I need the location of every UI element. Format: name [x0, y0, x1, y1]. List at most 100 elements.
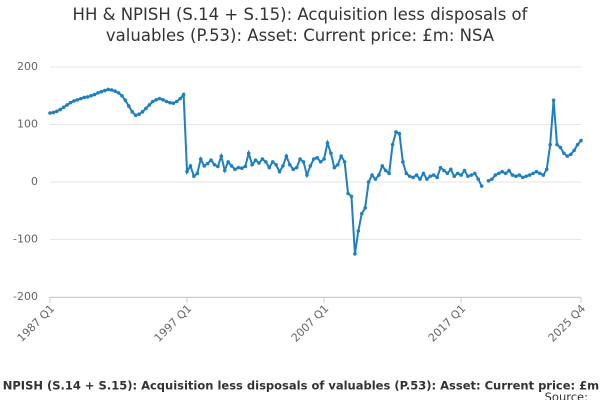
point — [548, 142, 552, 147]
point — [524, 174, 528, 179]
point — [82, 95, 87, 100]
point — [51, 110, 56, 115]
point — [353, 252, 357, 256]
point — [185, 169, 189, 174]
point — [373, 177, 378, 181]
point — [305, 173, 309, 177]
point — [174, 99, 179, 104]
point — [469, 173, 474, 177]
point — [510, 173, 515, 177]
point — [438, 165, 443, 170]
chart-title: HH & NPISH (S.14 + S.15): Acquisition le… — [72, 5, 528, 45]
point — [147, 103, 152, 107]
y-tick-label: 0 — [31, 175, 38, 188]
point — [291, 167, 296, 172]
point — [527, 173, 532, 177]
point — [89, 93, 93, 98]
y-tick-label: -100 — [13, 233, 38, 246]
point — [109, 88, 114, 92]
point — [517, 173, 522, 177]
point — [562, 151, 566, 156]
point — [455, 171, 460, 176]
point — [503, 171, 508, 176]
point — [257, 161, 261, 165]
point — [198, 157, 203, 161]
point — [260, 157, 265, 161]
point — [541, 173, 546, 177]
point — [137, 112, 141, 116]
point — [267, 165, 272, 170]
point — [61, 105, 66, 110]
source: Source: — [545, 390, 588, 400]
point — [401, 160, 405, 164]
point — [555, 142, 559, 147]
point — [329, 151, 333, 156]
point — [575, 142, 580, 147]
point — [325, 141, 330, 145]
point — [520, 175, 525, 180]
point — [359, 211, 364, 216]
point — [209, 158, 213, 162]
point — [75, 97, 80, 102]
point — [240, 166, 244, 170]
point — [243, 164, 248, 169]
point — [514, 174, 518, 179]
point — [356, 229, 361, 233]
point — [431, 173, 436, 177]
point — [103, 88, 107, 93]
point — [250, 162, 254, 167]
point — [96, 91, 100, 95]
point — [253, 158, 258, 162]
point — [188, 164, 193, 168]
point — [490, 177, 494, 181]
point — [298, 157, 302, 161]
point — [192, 174, 196, 179]
point — [58, 107, 63, 112]
point — [380, 164, 385, 168]
point — [106, 87, 111, 92]
point — [157, 96, 162, 101]
point — [48, 111, 52, 115]
point — [366, 180, 371, 184]
point — [342, 160, 347, 164]
point — [349, 194, 354, 199]
point — [390, 142, 395, 147]
point — [181, 92, 186, 97]
point — [130, 110, 135, 114]
point — [79, 96, 83, 101]
point — [377, 173, 381, 177]
point — [315, 156, 320, 160]
point — [270, 160, 275, 164]
point — [449, 167, 453, 172]
x-tick-label: 2007 Q1 — [289, 302, 332, 345]
point — [452, 174, 457, 179]
point — [133, 113, 138, 118]
point — [140, 110, 145, 114]
point — [55, 109, 59, 114]
point — [246, 151, 251, 156]
point — [264, 160, 268, 164]
y-tick-label: 200 — [17, 60, 38, 73]
point — [473, 171, 477, 176]
point — [466, 174, 470, 179]
x-tick-label: 1987 Q1 — [15, 302, 58, 345]
point — [288, 162, 292, 167]
point — [425, 177, 429, 181]
point — [65, 103, 69, 107]
point — [568, 152, 573, 157]
point — [72, 99, 76, 103]
point — [68, 100, 73, 105]
x-tick-label: 2025 Q4 — [546, 302, 589, 345]
point — [363, 206, 367, 210]
point — [397, 131, 402, 136]
point — [346, 191, 350, 196]
point — [339, 154, 343, 158]
y-tick-label: 100 — [17, 118, 38, 131]
point — [164, 99, 169, 104]
point — [294, 165, 299, 170]
point — [222, 168, 227, 173]
x-tick-label: 1997 Q1 — [152, 302, 195, 345]
point — [144, 106, 148, 111]
point — [85, 95, 90, 99]
